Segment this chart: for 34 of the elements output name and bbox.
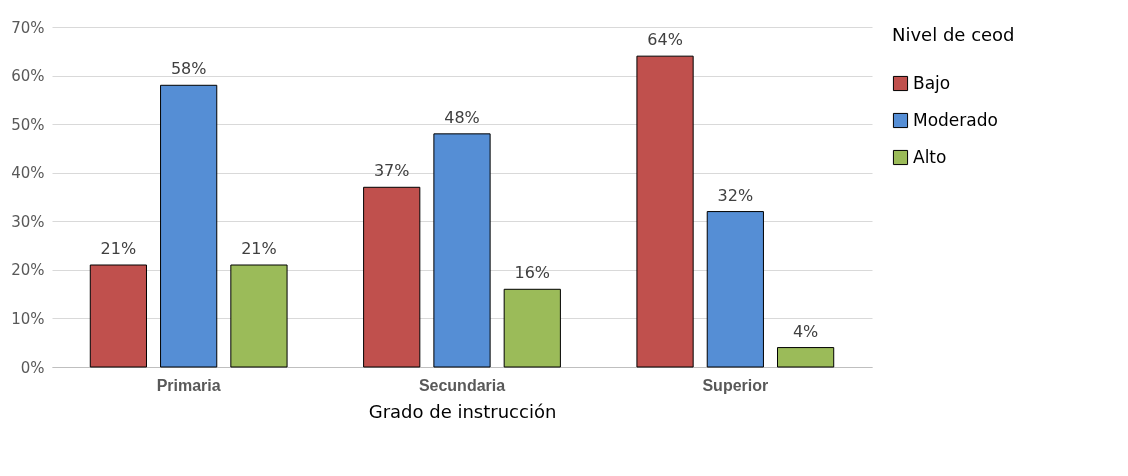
bar	[160, 84, 218, 368]
data-label: 4%	[792, 321, 819, 341]
legend-label: Moderado	[913, 109, 998, 130]
bar	[636, 55, 694, 368]
y-tick-label: 70%	[11, 18, 45, 37]
x-tick-label: Superior	[702, 376, 769, 394]
data-label: 21%	[241, 239, 277, 258]
bar	[503, 288, 561, 368]
data-label: 21%	[100, 239, 137, 258]
bar	[777, 347, 835, 368]
y-tick-label: 60%	[11, 67, 45, 86]
y-tick-label: 20%	[11, 261, 45, 280]
x-tick-label: Secundaria	[418, 376, 506, 394]
bar	[89, 264, 147, 368]
data-label: 48%	[444, 107, 480, 127]
data-label: 32%	[717, 185, 754, 205]
x-axis-title: Grado de instrucción	[368, 400, 557, 422]
legend-label: Alto	[913, 146, 947, 167]
y-tick-label: 0%	[20, 358, 45, 377]
legend-label: Bajo	[913, 72, 951, 93]
data-label: 58%	[170, 59, 207, 79]
data-label: 16%	[514, 263, 551, 283]
y-tick-label: 10%	[11, 309, 45, 328]
x-tick-label: Primaria	[156, 376, 221, 394]
y-tick-label: 30%	[11, 212, 45, 231]
bar	[433, 133, 491, 368]
bar	[363, 186, 421, 368]
legend-title: Nivel de ceod	[892, 24, 1015, 45]
data-label: 64%	[647, 30, 683, 50]
data-label: 37%	[373, 161, 410, 181]
bar	[230, 264, 288, 368]
bar	[706, 211, 764, 368]
y-tick-label: 40%	[11, 164, 45, 183]
y-tick-label: 50%	[11, 115, 45, 134]
